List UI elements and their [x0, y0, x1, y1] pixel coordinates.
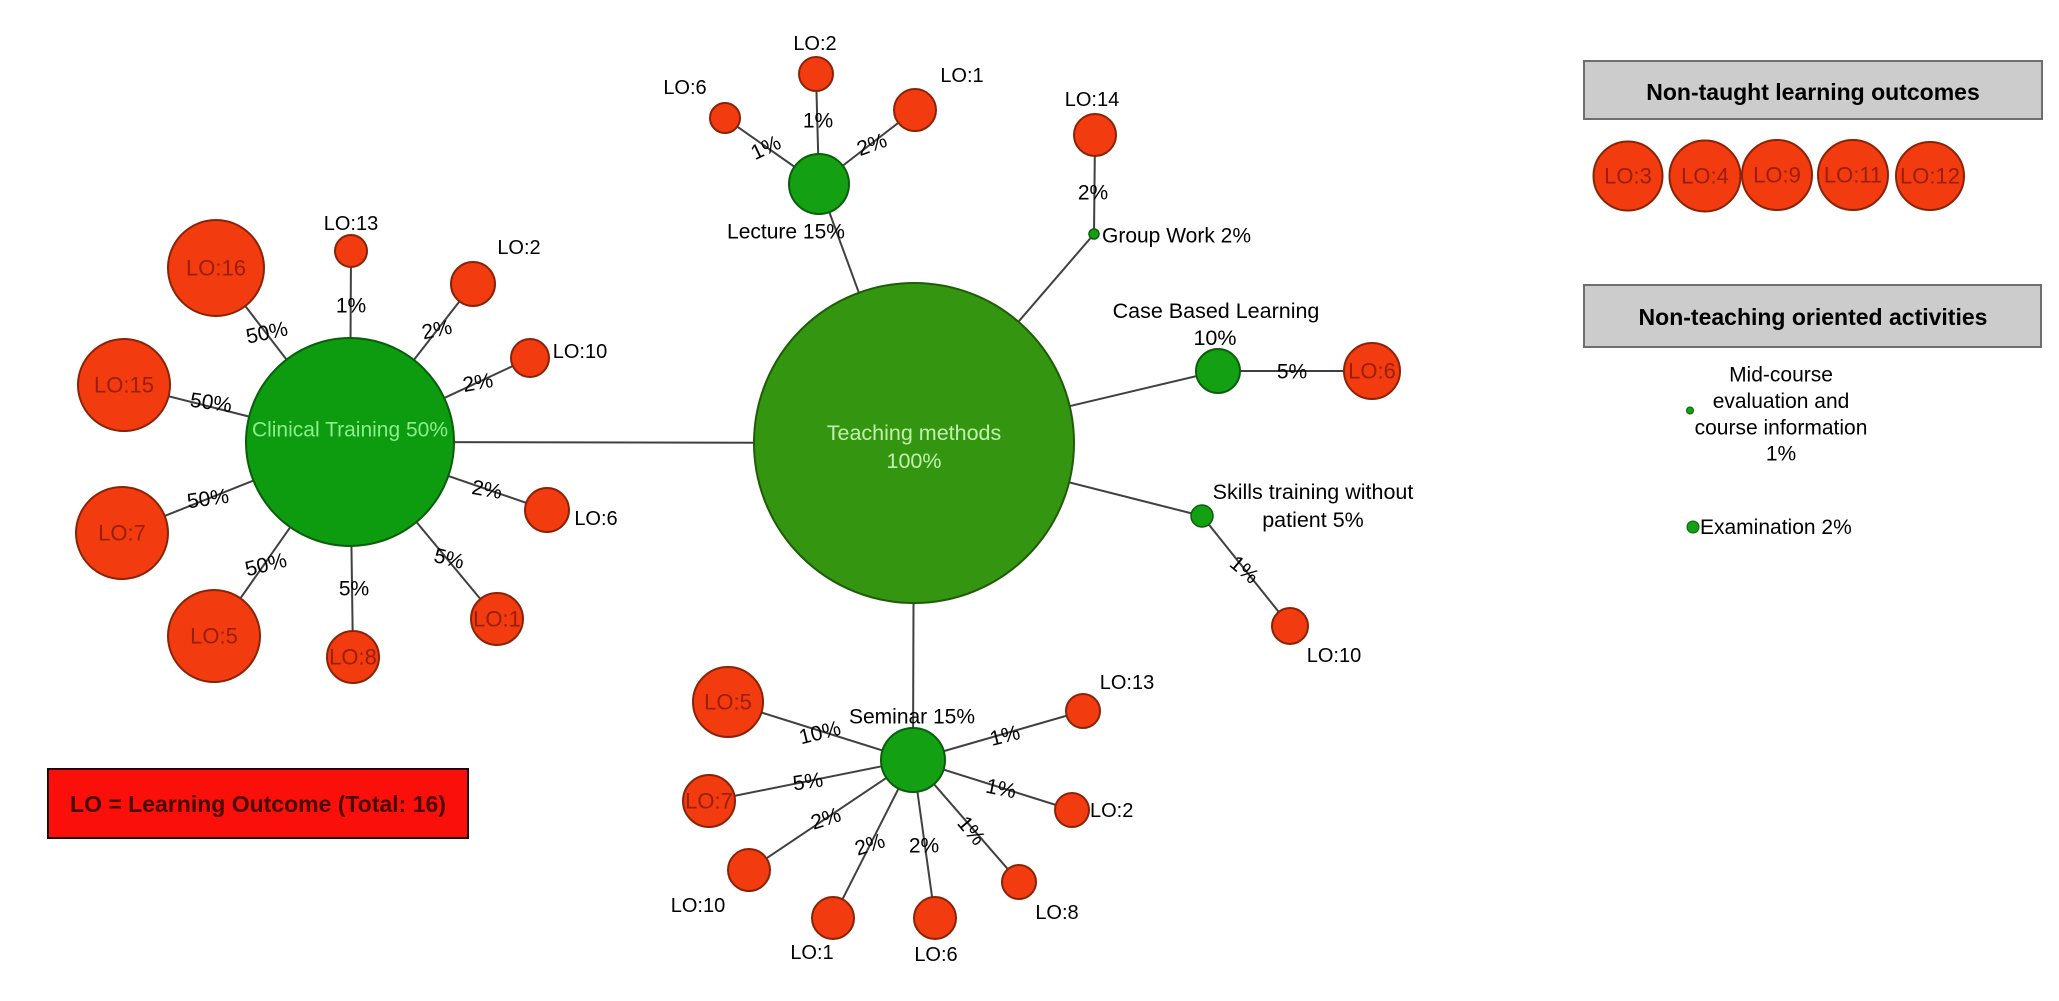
svg-text:LO:6: LO:6	[914, 944, 957, 966]
svg-text:LO:5: LO:5	[190, 624, 238, 649]
svg-text:LO:10: LO:10	[1307, 645, 1361, 667]
svg-text:Lecture 15%: Lecture 15%	[727, 221, 845, 244]
svg-text:LO:10: LO:10	[553, 341, 607, 363]
svg-text:1%: 1%	[336, 295, 366, 318]
svg-text:course information: course information	[1695, 416, 1868, 439]
svg-text:10%: 10%	[1193, 326, 1236, 350]
svg-text:Teaching methods: Teaching methods	[827, 421, 1002, 445]
svg-text:Mid-course: Mid-course	[1729, 364, 1833, 387]
svg-text:Skills training without: Skills training without	[1213, 480, 1414, 504]
svg-text:LO:7: LO:7	[685, 789, 733, 814]
svg-text:LO:2: LO:2	[497, 237, 540, 259]
svg-text:LO:4: LO:4	[1681, 164, 1729, 189]
svg-text:100%: 100%	[887, 449, 942, 473]
svg-text:5%: 5%	[1277, 361, 1307, 384]
svg-text:5%: 5%	[339, 578, 369, 601]
svg-text:2%: 2%	[461, 369, 495, 397]
svg-text:Clinical Training 50%: Clinical Training 50%	[252, 419, 448, 442]
svg-text:LO:11: LO:11	[1824, 163, 1882, 188]
svg-text:LO:7: LO:7	[98, 521, 146, 546]
svg-text:2%: 2%	[470, 476, 504, 504]
svg-text:LO:13: LO:13	[1100, 672, 1154, 694]
svg-text:LO:9: LO:9	[1753, 163, 1801, 188]
svg-text:LO:6: LO:6	[663, 77, 706, 99]
svg-text:Seminar 15%: Seminar 15%	[849, 706, 975, 729]
svg-text:2%: 2%	[909, 835, 939, 858]
svg-text:LO:1: LO:1	[790, 942, 833, 964]
svg-text:LO:2: LO:2	[793, 33, 836, 55]
svg-text:patient 5%: patient 5%	[1262, 508, 1364, 532]
svg-text:LO:6: LO:6	[574, 508, 617, 530]
svg-text:LO:1: LO:1	[473, 607, 521, 632]
svg-text:LO = Learning Outcome (Total:: LO = Learning Outcome (Total: 16)	[70, 791, 446, 817]
svg-text:Non-taught learning outcomes: Non-taught learning outcomes	[1646, 79, 1980, 105]
svg-text:LO:8: LO:8	[329, 645, 377, 670]
svg-text:LO:14: LO:14	[1065, 89, 1119, 111]
svg-text:LO:10: LO:10	[671, 895, 725, 917]
svg-text:Examination 2%: Examination 2%	[1700, 516, 1852, 539]
svg-text:LO:1: LO:1	[940, 65, 983, 87]
svg-text:LO:3: LO:3	[1604, 164, 1652, 189]
svg-text:LO:12: LO:12	[1900, 164, 1960, 189]
svg-text:5%: 5%	[791, 768, 824, 795]
svg-text:1%: 1%	[803, 110, 833, 133]
svg-text:LO:2: LO:2	[1090, 800, 1133, 822]
svg-text:LO:16: LO:16	[186, 256, 246, 281]
svg-text:LO:8: LO:8	[1035, 902, 1078, 924]
svg-text:2%: 2%	[1078, 182, 1108, 205]
svg-text:Non-teaching oriented activiti: Non-teaching oriented activities	[1639, 304, 1988, 330]
svg-text:LO:5: LO:5	[704, 690, 752, 715]
svg-text:Case Based Learning: Case Based Learning	[1113, 299, 1320, 323]
svg-text:evaluation and: evaluation and	[1713, 390, 1850, 413]
svg-text:Group Work 2%: Group Work 2%	[1102, 225, 1251, 248]
svg-text:LO:13: LO:13	[324, 213, 378, 235]
svg-text:1%: 1%	[1766, 443, 1796, 466]
svg-text:LO:15: LO:15	[94, 373, 154, 398]
svg-text:LO:6: LO:6	[1348, 359, 1396, 384]
